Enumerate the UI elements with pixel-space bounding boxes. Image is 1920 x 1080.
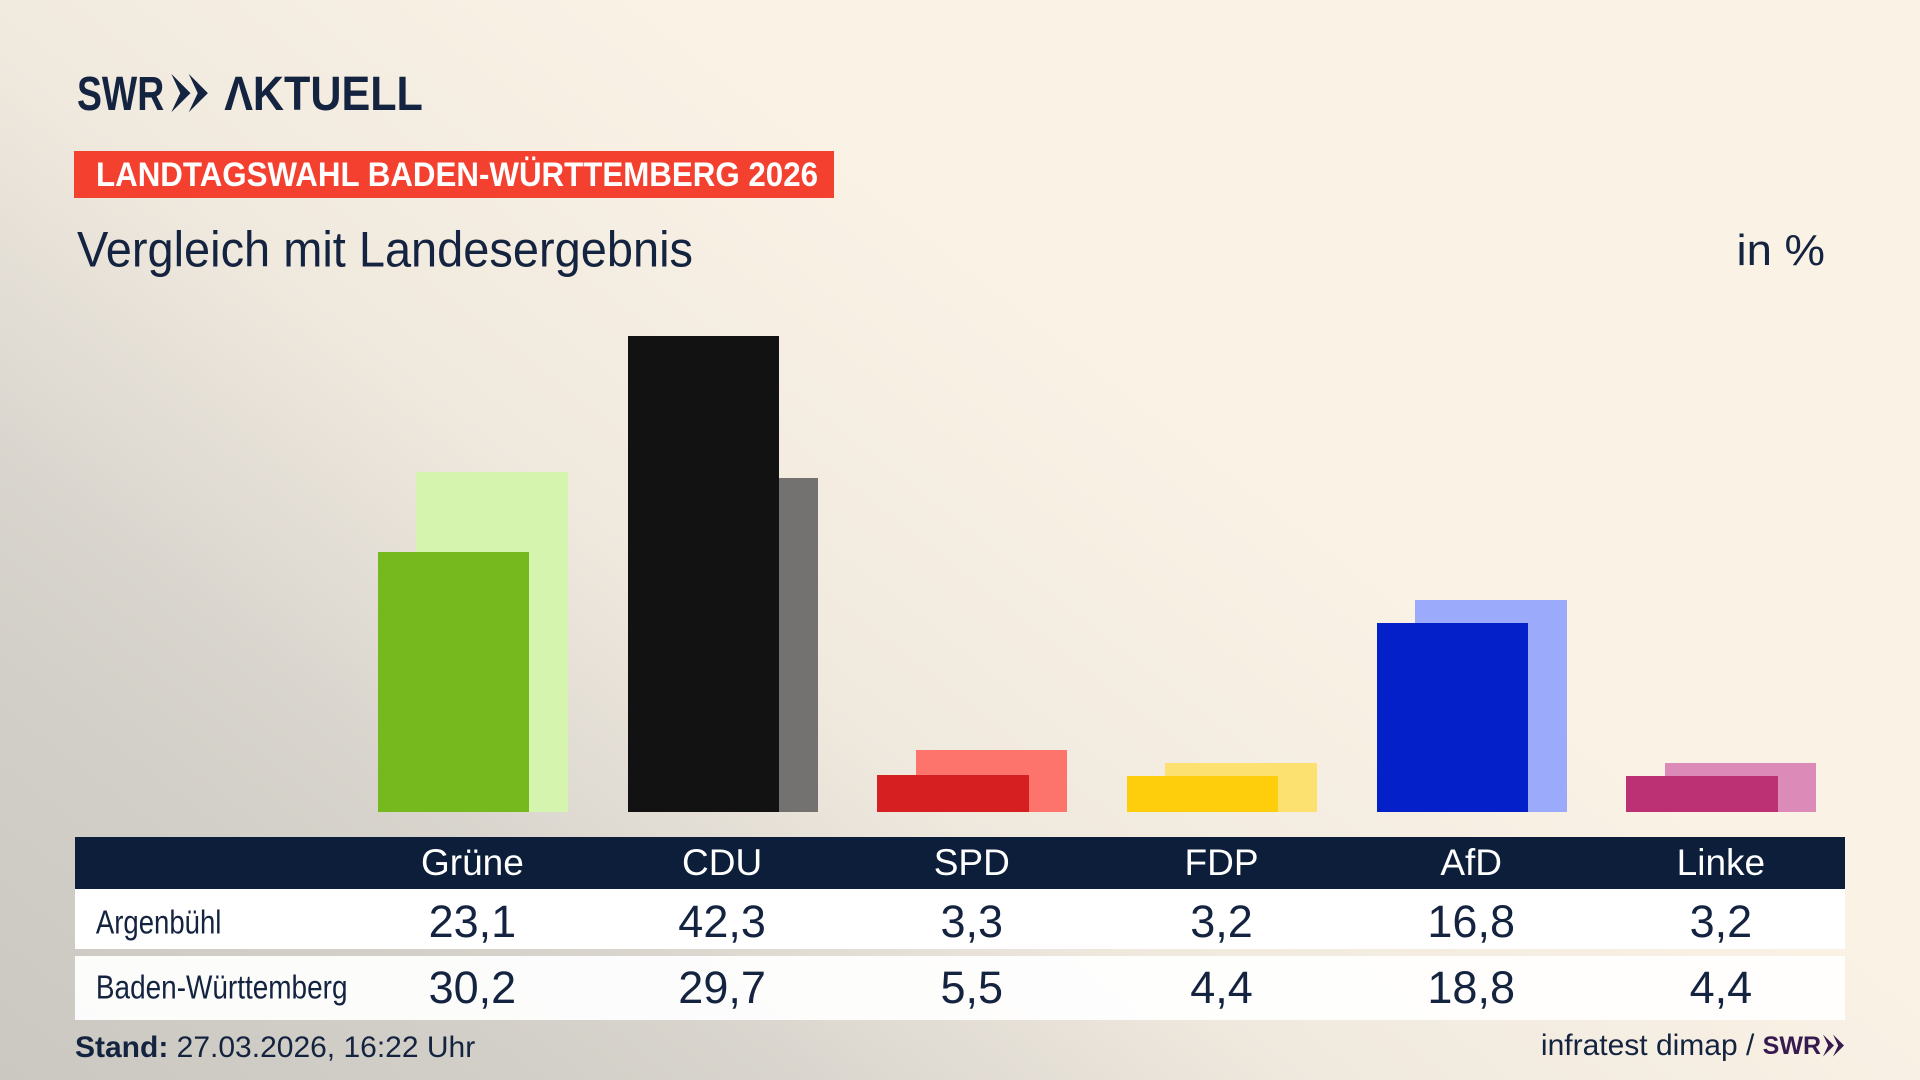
svg-text:in %: in % — [1737, 226, 1826, 275]
svg-text:LANDTAGSWAHL BADEN-WÜRTTEMBERG: LANDTAGSWAHL BADEN-WÜRTTEMBERG 2026 — [96, 156, 818, 194]
svg-text:ΛKTUELL: ΛKTUELL — [224, 70, 423, 120]
svg-text:Baden-Württemberg: Baden-Württemberg — [96, 968, 348, 1005]
svg-text:SWR: SWR — [77, 70, 164, 120]
svg-text:Argenbühl: Argenbühl — [96, 903, 221, 940]
svg-text:Vergleich mit Landesergebnis: Vergleich mit Landesergebnis — [77, 222, 693, 278]
